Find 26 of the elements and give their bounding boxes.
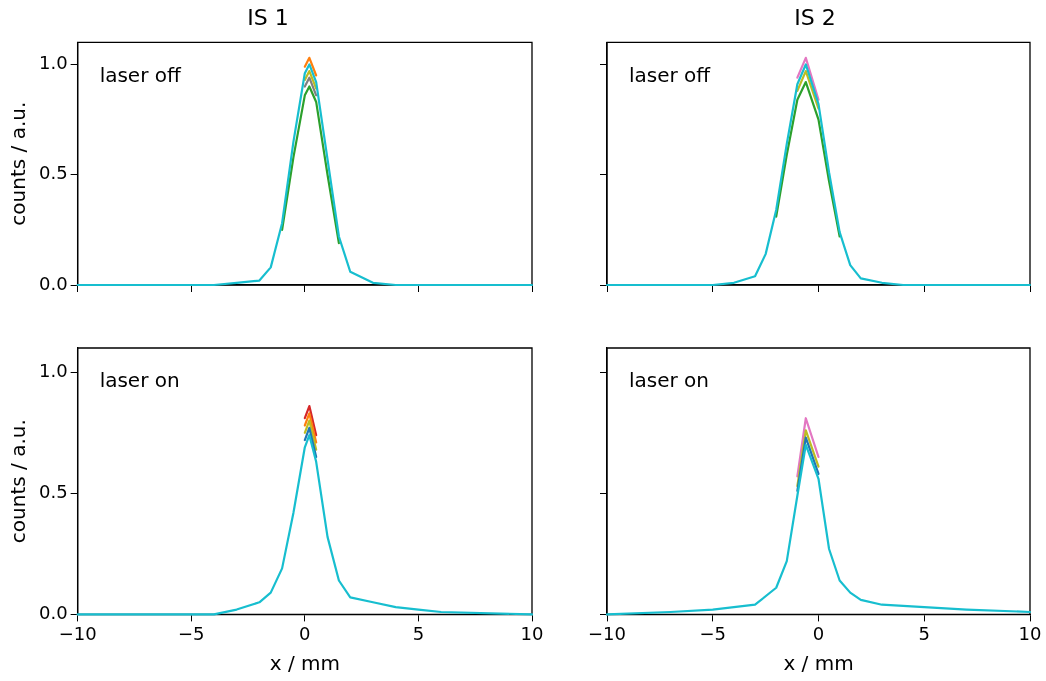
y-tick-label: 0.0 xyxy=(38,602,68,624)
y-axis-title: counts / a.u. xyxy=(6,101,31,226)
y-tick-label: 1.0 xyxy=(38,359,68,381)
annotation: laser off xyxy=(99,62,182,87)
y-tick-label: 0.0 xyxy=(38,272,68,294)
x-tick-label: 10 xyxy=(520,622,544,644)
y-tick-label: 0.5 xyxy=(38,162,68,184)
x-tick-label: 5 xyxy=(412,622,425,644)
x-tick-label: 5 xyxy=(918,622,930,644)
x-tick-label: −5 xyxy=(699,622,727,644)
x-tick-label: −10 xyxy=(58,622,97,644)
x-axis-title: x / mm xyxy=(783,651,854,676)
chart-title: IS 1 xyxy=(247,4,289,30)
annotation: laser off xyxy=(629,62,712,87)
annotation: laser on xyxy=(629,368,710,393)
y-tick-label: 0.5 xyxy=(38,480,68,502)
x-tick-label: −5 xyxy=(177,622,205,644)
chart-title: IS 2 xyxy=(794,4,836,30)
x-tick-label: 10 xyxy=(1018,622,1042,644)
y-axis-title: counts / a.u. xyxy=(6,419,31,544)
x-tick-label: 0 xyxy=(299,622,311,644)
y-tick-label: 1.0 xyxy=(38,52,68,74)
annotation: laser on xyxy=(99,368,180,393)
x-tick-label: 0 xyxy=(812,622,825,644)
x-axis-title: x / mm xyxy=(269,651,340,676)
x-tick-label: −10 xyxy=(588,622,626,644)
